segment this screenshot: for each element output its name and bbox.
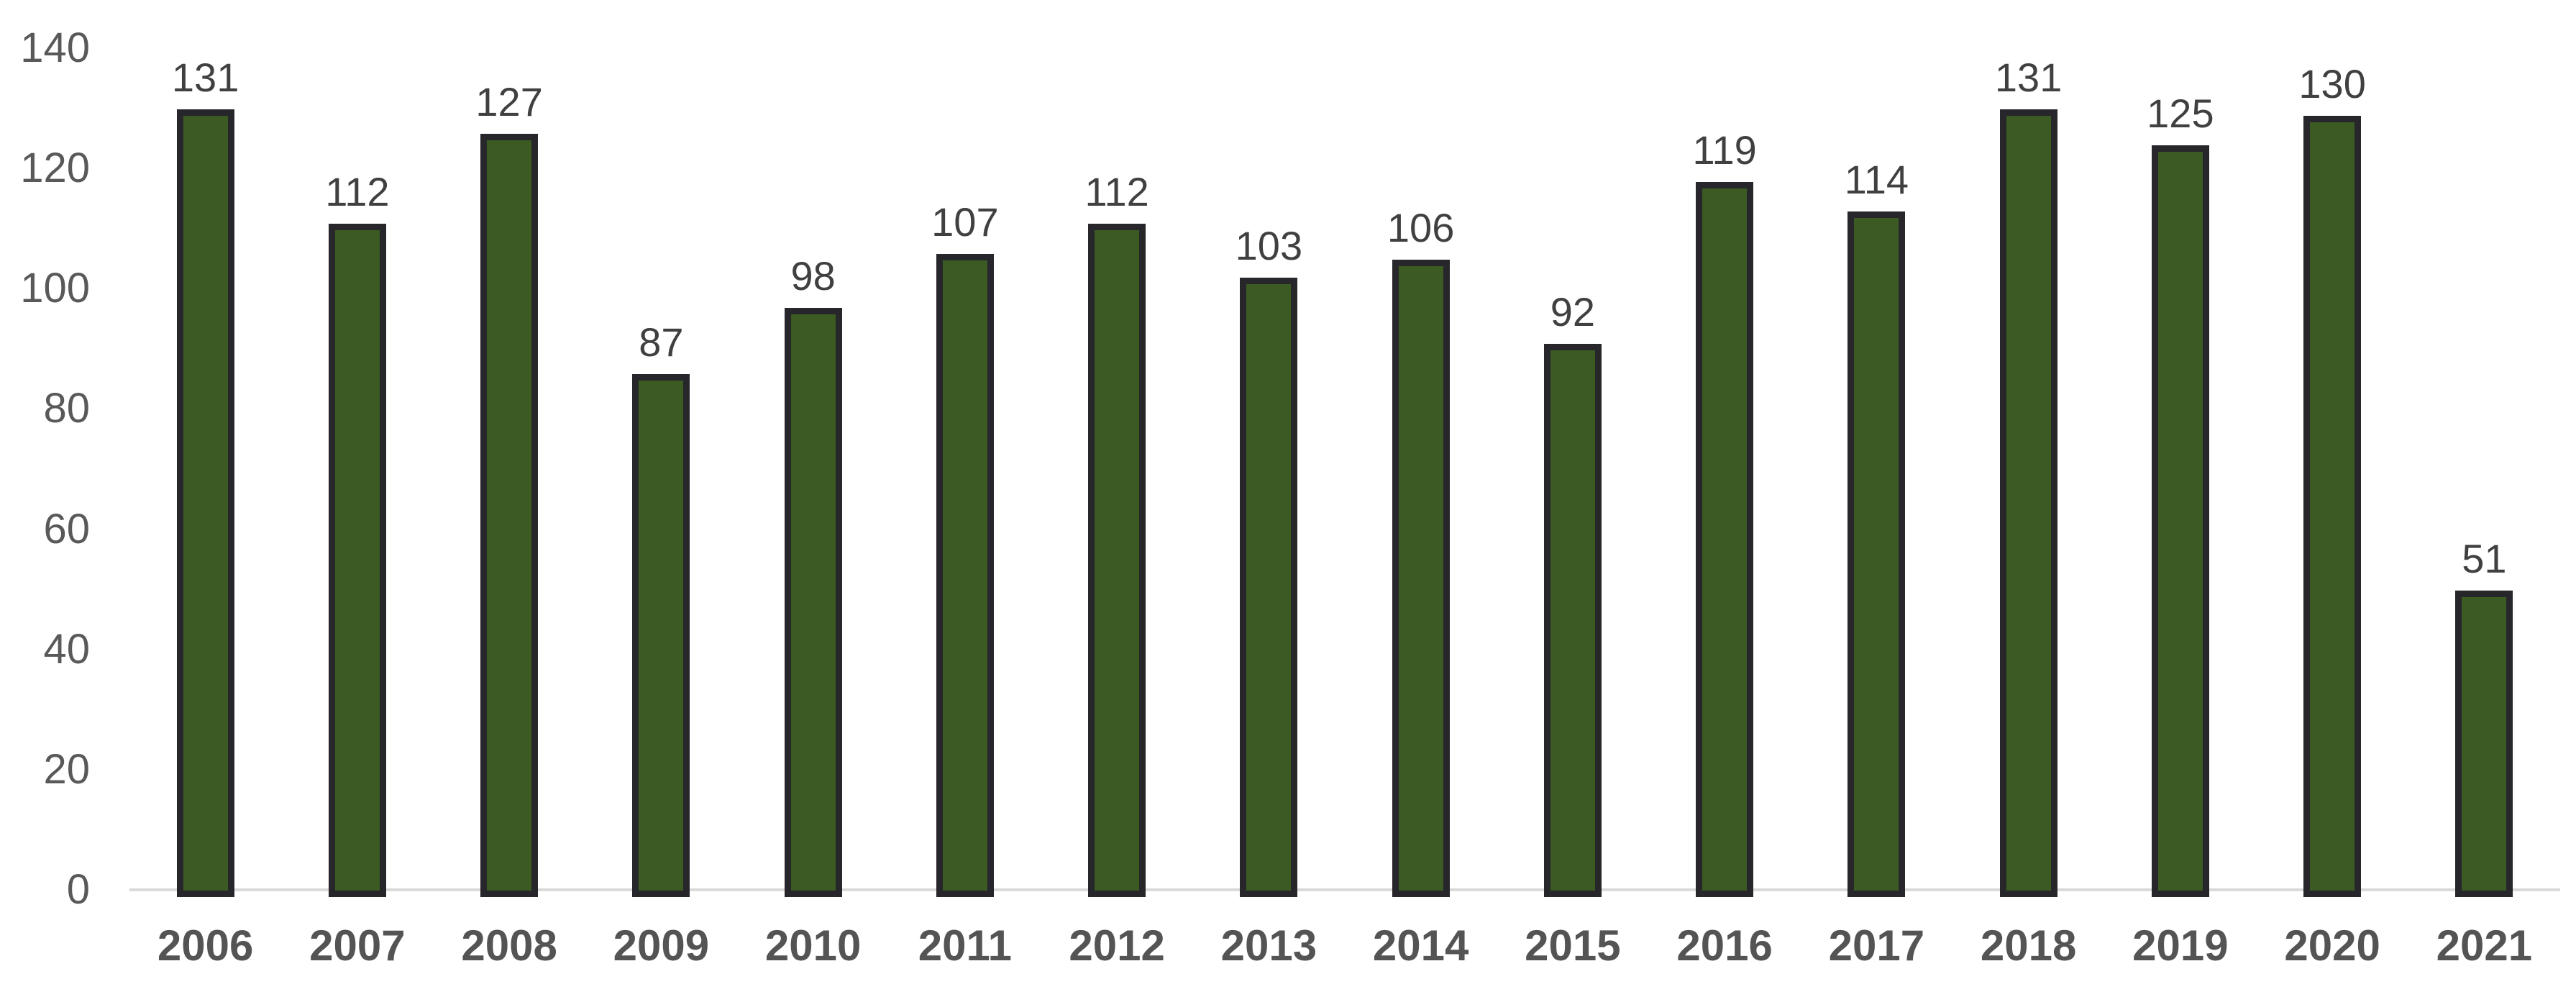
bar-value-label: 131 <box>171 55 239 101</box>
bar <box>632 373 690 897</box>
bar-group-2010: 98 <box>737 48 889 897</box>
x-axis-category-label: 2010 <box>764 921 862 970</box>
bar <box>2455 590 2513 897</box>
bar-group-2009: 87 <box>585 48 737 897</box>
y-axis-tick-label: 0 <box>66 866 90 913</box>
bar <box>1847 211 1906 897</box>
y-axis-tick-label: 80 <box>43 385 90 432</box>
bar <box>936 253 994 897</box>
bar <box>1696 181 1754 897</box>
bar <box>1240 278 1298 897</box>
x-axis-category-label: 2019 <box>2132 921 2229 970</box>
bar-value-label: 112 <box>325 169 390 214</box>
y-axis-tick-label: 60 <box>43 505 90 552</box>
bar-group-2011: 107 <box>889 48 1041 897</box>
bar <box>784 308 842 897</box>
bar-group-2017: 114 <box>1801 48 1952 897</box>
bar-value-label: 103 <box>1235 223 1303 269</box>
x-axis-category-label: 2009 <box>613 921 710 970</box>
bar-series: 131 112 127 87 98 107 112 103 106 92 119 114 131 125 1… <box>129 48 2560 897</box>
bar <box>1543 344 1602 897</box>
bar <box>2151 145 2209 897</box>
bar-value-label: 131 <box>1994 55 2063 101</box>
bar-group-2013: 103 <box>1193 48 1345 897</box>
x-axis-category-label: 2016 <box>1676 921 1773 970</box>
bar <box>1392 260 1450 897</box>
bar-value-label: 130 <box>2298 60 2366 106</box>
x-axis-category-label: 2013 <box>1220 921 1317 970</box>
plot-area: 131 112 127 87 98 107 112 103 106 92 119 114 131 125 1… <box>129 48 2560 897</box>
bar-group-2020: 130 <box>2257 48 2408 897</box>
bar <box>1088 224 1146 897</box>
bar <box>328 224 386 897</box>
bar <box>2303 115 2362 897</box>
x-axis-category-label: 2012 <box>1069 921 1165 970</box>
bar <box>480 133 539 897</box>
y-axis-tick-labels: 0 20 40 60 80 100 120 140 <box>0 27 90 911</box>
bar-group-2012: 112 <box>1041 48 1193 897</box>
bar-value-label: 51 <box>2462 535 2507 581</box>
bar-group-2018: 131 <box>1952 48 2104 897</box>
bar-group-2014: 106 <box>1345 48 1497 897</box>
bar-group-2015: 92 <box>1497 48 1648 897</box>
bar-value-label: 106 <box>1387 205 1455 251</box>
bar-group-2007: 112 <box>281 48 433 897</box>
bar-group-2006: 131 <box>129 48 281 897</box>
x-axis-category-label: 2008 <box>461 921 557 970</box>
bar-group-2021: 51 <box>2408 48 2560 897</box>
x-axis-category-label: 2018 <box>1980 921 2077 970</box>
y-axis-tick-label: 140 <box>20 24 90 71</box>
y-axis-tick-label: 100 <box>20 265 90 312</box>
bar <box>1999 109 2057 897</box>
bar-value-label: 127 <box>475 78 543 124</box>
bar-group-2016: 119 <box>1649 48 1801 897</box>
bar-value-label: 114 <box>1844 157 1909 203</box>
bar-value-label: 112 <box>1084 169 1149 214</box>
y-axis-tick-label: 40 <box>43 625 90 673</box>
bar <box>176 109 234 897</box>
x-axis-category-label: 2017 <box>1828 921 1925 970</box>
x-axis-category-label: 2021 <box>2436 921 2533 970</box>
bar-value-label: 107 <box>931 199 999 245</box>
x-axis-category-label: 2007 <box>309 921 406 970</box>
y-axis-tick-label: 120 <box>20 145 90 192</box>
bar-value-label: 87 <box>639 319 684 365</box>
x-axis-line <box>129 888 2560 891</box>
x-axis-category-label: 2011 <box>918 921 1012 970</box>
x-axis-category-label: 2015 <box>1525 921 1621 970</box>
x-axis-category-labels: 2006 2007 2008 2009 2010 2011 2012 2013 2014 2015… <box>129 924 2560 968</box>
x-axis-category-label: 2006 <box>157 921 254 970</box>
bar-value-label: 119 <box>1692 127 1757 173</box>
bar-value-label: 92 <box>1550 289 1596 335</box>
bar-group-2008: 127 <box>434 48 585 897</box>
x-axis-category-label: 2020 <box>2284 921 2380 970</box>
bar-group-2019: 125 <box>2104 48 2256 897</box>
x-axis-category-label: 2014 <box>1372 921 1469 970</box>
y-axis-tick-label: 20 <box>43 745 90 793</box>
bar-value-label: 125 <box>2147 91 2214 137</box>
bar-value-label: 98 <box>790 253 836 299</box>
